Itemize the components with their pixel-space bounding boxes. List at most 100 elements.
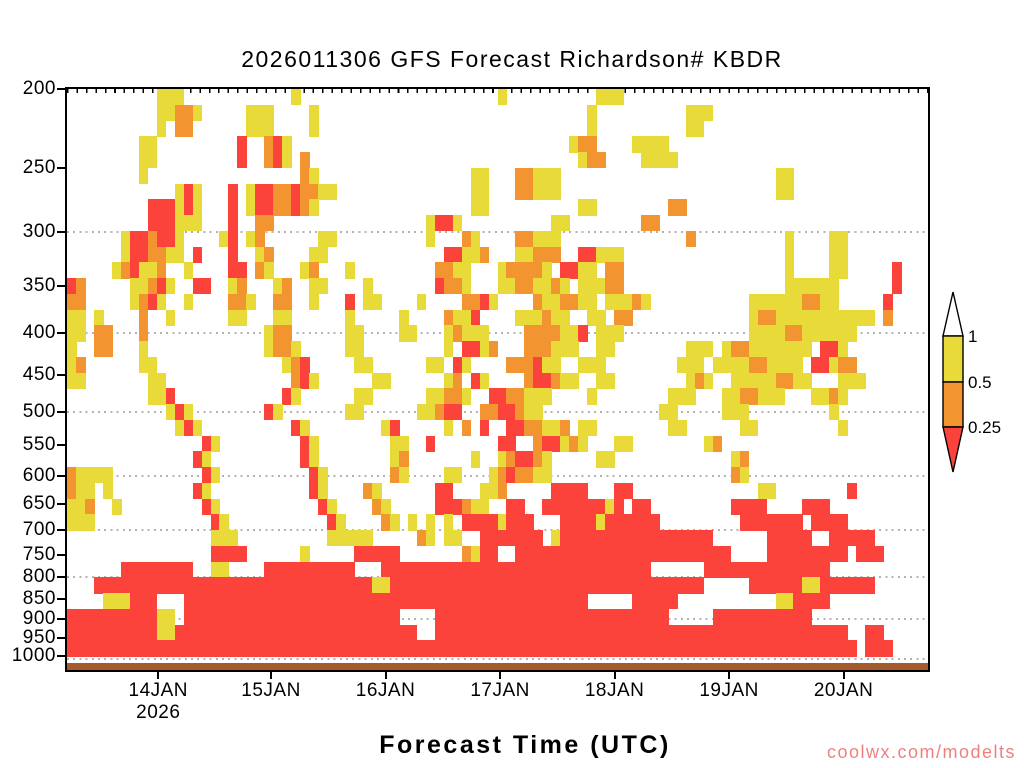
heatmap-cell (210, 640, 221, 657)
heatmap-cell (533, 246, 544, 263)
heatmap-cell (452, 388, 463, 405)
heatmap-cell (273, 608, 283, 626)
heatmap-cell (67, 467, 77, 484)
heatmap-cell (614, 262, 624, 279)
heatmap-cell (345, 593, 355, 610)
heatmap-cell (551, 167, 561, 185)
heatmap-cell (120, 230, 131, 248)
heatmap-cell (623, 561, 633, 578)
heatmap-cell (111, 262, 122, 279)
heatmap-cell (703, 104, 714, 122)
heatmap-cell (255, 104, 265, 122)
heatmap-cell (201, 498, 212, 515)
heatmap-cell (838, 262, 848, 279)
y-tick-label-300: 300 (22, 220, 56, 242)
heatmap-cell (739, 624, 750, 641)
heatmap-cell (533, 530, 544, 547)
heatmap-cell (237, 152, 248, 169)
heatmap-cell (309, 467, 319, 484)
heatmap-cell (201, 278, 212, 295)
heatmap-cell (838, 624, 848, 641)
heatmap-cell (479, 167, 490, 185)
heatmap-cell (183, 293, 194, 311)
heatmap-cell (282, 356, 292, 374)
heatmap-cell (775, 341, 786, 358)
heatmap-cell (829, 624, 839, 641)
heatmap-cell (569, 561, 579, 578)
heatmap-cell (219, 624, 230, 641)
heatmap-cell (461, 514, 472, 531)
heatmap-cell (434, 624, 445, 641)
heatmap-cell (84, 514, 95, 531)
heatmap-cell (667, 577, 678, 594)
watermark-link[interactable]: coolwx.com/modelts (826, 742, 1016, 762)
heatmap-cell (147, 561, 158, 578)
heatmap-cell (192, 640, 203, 657)
heatmap-cell (614, 530, 624, 547)
heatmap-cell (524, 640, 535, 657)
heatmap-cell (632, 624, 642, 641)
heatmap-cell (183, 608, 194, 626)
heatmap-cell (425, 577, 436, 594)
heatmap-cell (75, 467, 86, 484)
heatmap-cell (667, 530, 678, 547)
heatmap-cell (354, 325, 364, 342)
heatmap-cell (111, 498, 122, 515)
heatmap-cell (703, 545, 714, 563)
heatmap-cell (318, 482, 328, 500)
heatmap-cell (757, 325, 768, 342)
heatmap-cell (255, 640, 265, 657)
y-tick-350 (57, 285, 65, 288)
heatmap-cell (452, 467, 463, 484)
heatmap-cell (488, 608, 499, 626)
heatmap-cell (479, 577, 490, 594)
heatmap-cell (766, 561, 777, 578)
heatmap-cell (371, 593, 382, 610)
heatmap-cell (874, 624, 884, 641)
heatmap-cell (569, 262, 579, 279)
heatmap-cell (336, 530, 346, 547)
heatmap-cell (156, 278, 167, 295)
heatmap-cell (156, 104, 167, 122)
heatmap-cell (452, 262, 463, 279)
heatmap-cell (578, 561, 588, 578)
heatmap-cell (67, 498, 77, 515)
heatmap-cell (641, 624, 651, 641)
heatmap-cell (345, 608, 355, 626)
heatmap-cell (676, 356, 687, 374)
heatmap-cell (730, 404, 741, 421)
heatmap-cell (147, 293, 158, 311)
heatmap-cell (739, 514, 750, 531)
heatmap-cell (829, 577, 839, 594)
heatmap-cell (192, 593, 203, 610)
heatmap-cell (443, 341, 454, 358)
heatmap-cell (730, 624, 741, 641)
heatmap-cell (219, 608, 230, 626)
x-tick-14JAN (157, 672, 160, 679)
heatmap-cell (479, 183, 490, 200)
heatmap-cell (614, 498, 624, 515)
heatmap-cell (569, 608, 579, 626)
heatmap-cell (739, 608, 750, 626)
heatmap-cell (515, 561, 526, 578)
heatmap-cell (515, 230, 526, 248)
y-tick-label-500: 500 (22, 400, 56, 422)
heatmap-cell (174, 120, 185, 137)
heatmap-cell (605, 325, 615, 342)
heatmap-cell (84, 608, 95, 626)
heatmap-cell (506, 356, 517, 374)
heatmap-cell (228, 608, 239, 626)
heatmap-cell (542, 262, 552, 279)
heatmap-cell (506, 514, 517, 531)
heatmap-cell (829, 530, 839, 547)
heatmap-cell (102, 640, 113, 657)
heatmap-cell (398, 593, 409, 610)
heatmap-cell (407, 514, 418, 531)
heatmap-cell (273, 325, 283, 342)
heatmap-cell (174, 104, 185, 122)
heatmap-cell (479, 199, 490, 216)
heatmap-cell (721, 640, 732, 657)
heatmap-cell (327, 530, 337, 547)
heatmap-cell (183, 183, 194, 200)
heatmap-cell (748, 325, 759, 342)
